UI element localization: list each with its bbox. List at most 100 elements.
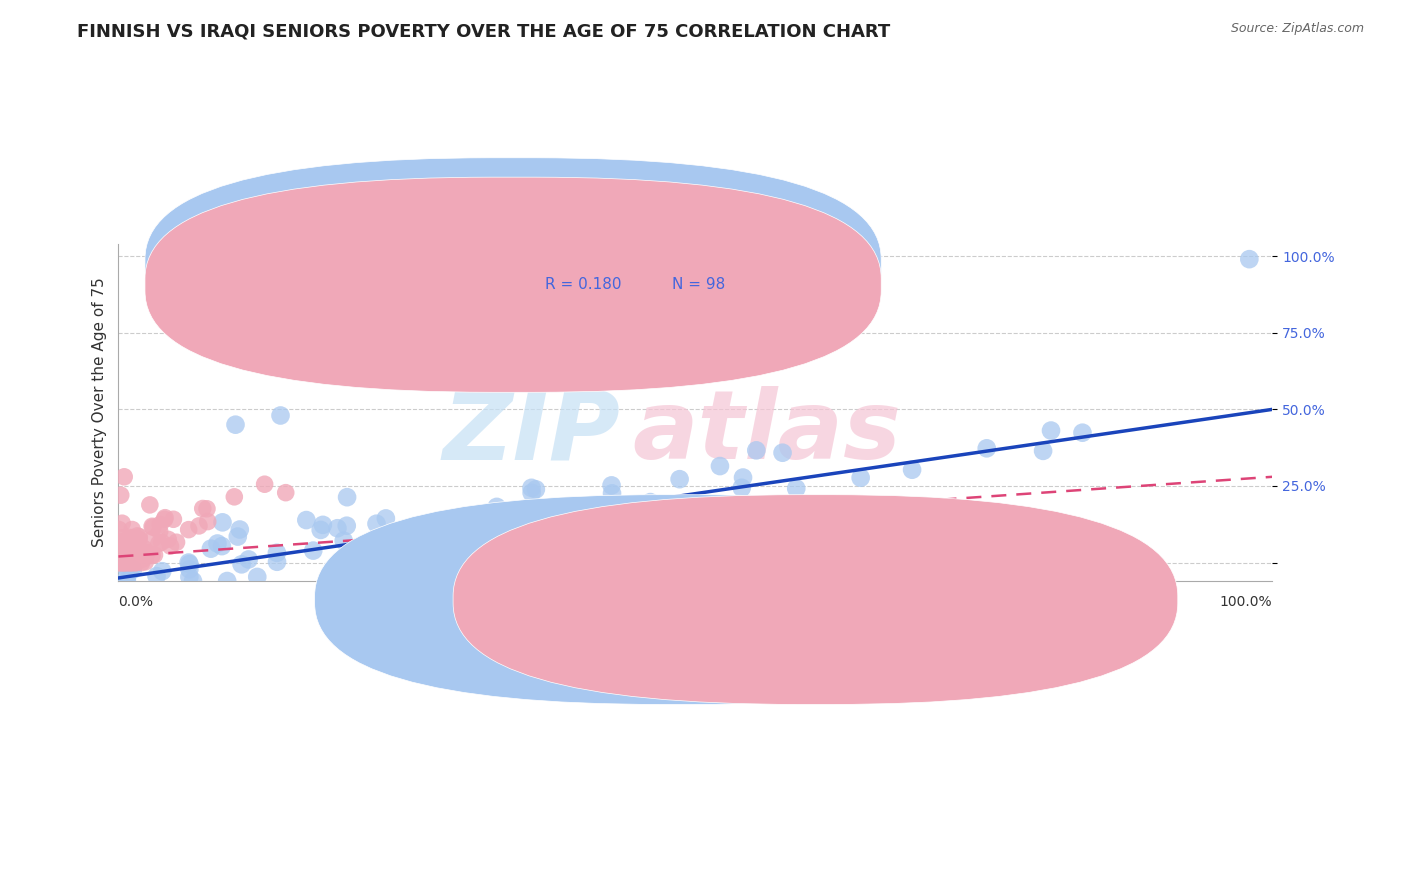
Point bbox=[128, 548, 150, 562]
Point bbox=[108, 535, 131, 549]
Point bbox=[495, 505, 517, 519]
Point bbox=[600, 486, 623, 500]
Point bbox=[191, 501, 214, 516]
Point bbox=[131, 552, 153, 566]
Point bbox=[976, 442, 998, 456]
Point bbox=[211, 539, 233, 553]
Point bbox=[122, 549, 145, 564]
Point bbox=[139, 498, 162, 512]
Point bbox=[111, 553, 134, 567]
FancyBboxPatch shape bbox=[453, 495, 1178, 705]
Point bbox=[229, 523, 252, 537]
Point bbox=[1040, 424, 1063, 438]
Text: 0.0%: 0.0% bbox=[118, 594, 153, 608]
Point bbox=[1239, 252, 1261, 267]
Point bbox=[224, 490, 246, 504]
Point bbox=[197, 515, 219, 529]
Point bbox=[312, 517, 335, 532]
Point bbox=[181, 574, 204, 588]
Point bbox=[112, 558, 135, 573]
Point bbox=[125, 533, 148, 547]
Point bbox=[125, 556, 148, 570]
Point bbox=[437, 549, 460, 563]
Point bbox=[159, 539, 181, 553]
Point bbox=[121, 554, 143, 568]
Point bbox=[772, 446, 794, 460]
Point bbox=[117, 556, 139, 570]
Point bbox=[142, 520, 165, 534]
Point bbox=[108, 544, 131, 558]
Point bbox=[114, 535, 136, 549]
Point bbox=[108, 556, 131, 570]
Point bbox=[207, 536, 229, 550]
Point bbox=[127, 550, 149, 565]
Point bbox=[145, 569, 167, 583]
Text: atlas: atlas bbox=[631, 386, 901, 479]
Point bbox=[738, 497, 761, 511]
Y-axis label: Seniors Poverty Over the Age of 75: Seniors Poverty Over the Age of 75 bbox=[93, 277, 107, 548]
Point bbox=[179, 562, 201, 576]
Text: N = 79: N = 79 bbox=[672, 258, 725, 273]
Point bbox=[111, 546, 134, 560]
Point bbox=[709, 459, 731, 474]
Point bbox=[731, 481, 754, 495]
Point bbox=[110, 543, 132, 558]
Point bbox=[136, 546, 159, 560]
Point bbox=[128, 530, 150, 544]
Point bbox=[901, 463, 924, 477]
Point bbox=[111, 516, 134, 531]
Text: Iraqis: Iraqis bbox=[845, 592, 884, 607]
Point bbox=[111, 541, 134, 556]
Point bbox=[179, 557, 201, 571]
Point bbox=[149, 517, 172, 532]
Point bbox=[226, 530, 249, 544]
Point bbox=[692, 523, 714, 537]
Point bbox=[120, 538, 142, 552]
Point bbox=[124, 541, 146, 555]
Point bbox=[745, 443, 768, 458]
Point bbox=[295, 513, 318, 527]
Point bbox=[302, 543, 325, 558]
Text: Finns: Finns bbox=[707, 592, 742, 607]
Point bbox=[122, 531, 145, 545]
Point bbox=[122, 554, 145, 568]
Point bbox=[474, 513, 496, 527]
Point bbox=[195, 501, 218, 516]
Point bbox=[266, 555, 288, 569]
Point bbox=[366, 516, 388, 531]
Point bbox=[373, 566, 395, 580]
Point bbox=[253, 477, 276, 491]
Point bbox=[111, 536, 134, 550]
Point bbox=[118, 531, 141, 545]
Point bbox=[374, 511, 396, 525]
Point bbox=[177, 523, 200, 537]
Point bbox=[731, 470, 754, 484]
Point bbox=[600, 478, 623, 492]
Point bbox=[111, 541, 134, 556]
Point bbox=[606, 498, 628, 512]
Point bbox=[121, 523, 143, 537]
Point bbox=[374, 533, 396, 548]
Point bbox=[231, 558, 253, 572]
Point bbox=[150, 535, 173, 549]
Point bbox=[121, 563, 143, 577]
Point bbox=[121, 531, 143, 545]
Point bbox=[115, 550, 138, 565]
Point bbox=[440, 532, 463, 546]
Point bbox=[129, 545, 152, 559]
Point bbox=[108, 536, 131, 550]
Point bbox=[115, 574, 138, 588]
Point bbox=[112, 554, 135, 568]
Point bbox=[519, 519, 541, 533]
Point bbox=[110, 546, 132, 560]
FancyBboxPatch shape bbox=[145, 158, 882, 373]
Point bbox=[177, 556, 200, 570]
Point bbox=[134, 555, 156, 569]
Point bbox=[578, 524, 600, 539]
Point bbox=[141, 519, 163, 533]
Point bbox=[125, 556, 148, 570]
Point bbox=[336, 490, 359, 504]
Point bbox=[166, 535, 188, 549]
Point bbox=[108, 554, 131, 568]
Point bbox=[124, 552, 146, 566]
